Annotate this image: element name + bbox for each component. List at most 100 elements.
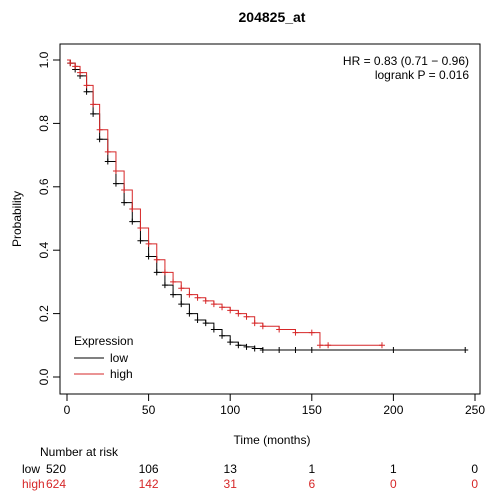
censor-mark-high xyxy=(210,301,217,308)
censor-mark-low xyxy=(186,310,193,317)
risk-value-low: 1 xyxy=(390,462,397,476)
censor-mark-low xyxy=(243,343,250,350)
censor-mark-low xyxy=(235,342,242,349)
risk-table-heading: Number at risk xyxy=(40,445,119,459)
y-tick-label: 0.6 xyxy=(37,178,51,195)
censor-mark-high xyxy=(325,342,332,349)
legend-label-low: low xyxy=(110,351,128,365)
censor-mark-low xyxy=(194,316,201,323)
censor-mark-low xyxy=(259,347,266,354)
risk-value-low: 1 xyxy=(308,462,315,476)
y-axis: 0.0 0.2 0.4 0.6 0.8 1.0 xyxy=(37,51,61,385)
risk-value-high: 0 xyxy=(390,477,397,491)
censor-mark-high xyxy=(137,225,144,232)
censor-mark-high xyxy=(243,313,250,320)
censor-mark-low xyxy=(292,347,299,354)
x-tick-label: 250 xyxy=(465,403,485,417)
risk-value-low: 520 xyxy=(46,462,66,476)
censor-mark-high xyxy=(90,101,97,108)
risk-row-label-high: high xyxy=(22,477,45,491)
censor-mark-high xyxy=(259,323,266,330)
censor-mark-high xyxy=(194,294,201,301)
censor-mark-low xyxy=(178,301,185,308)
censor-mark-low xyxy=(251,345,258,352)
censor-mark-low xyxy=(96,136,103,143)
legend-title: Expression xyxy=(74,334,133,348)
censor-mark-low xyxy=(462,347,469,354)
risk-value-low: 13 xyxy=(224,462,238,476)
censor-mark-high xyxy=(251,320,258,327)
censor-mark-low xyxy=(308,347,315,354)
y-tick-label: 0.0 xyxy=(37,368,51,385)
survival-curve-high xyxy=(67,59,382,346)
censor-mark-low xyxy=(161,282,168,289)
legend: Expression low high xyxy=(74,334,133,381)
censor-mark-low xyxy=(90,110,97,117)
censor-mark-low xyxy=(153,269,160,276)
risk-value-high: 142 xyxy=(139,477,159,491)
legend-label-high: high xyxy=(110,367,133,381)
y-axis-label: Probability xyxy=(10,191,24,247)
censor-mark-high xyxy=(316,342,323,349)
x-tick-label: 150 xyxy=(302,403,322,417)
risk-value-high: 31 xyxy=(224,477,238,491)
censor-mark-low xyxy=(137,237,144,244)
censor-mark-high xyxy=(161,269,168,276)
censor-mark-high xyxy=(276,326,283,333)
censor-mark-high xyxy=(112,167,119,174)
logrank-annotation: logrank P = 0.016 xyxy=(375,68,470,82)
y-tick-label: 0.4 xyxy=(37,242,51,259)
censor-mark-high xyxy=(308,329,315,336)
censor-mark-low xyxy=(276,347,283,354)
censor-mark-high xyxy=(72,63,79,70)
y-tick-label: 0.2 xyxy=(37,305,51,322)
censor-mark-high xyxy=(121,186,128,193)
censor-mark-high xyxy=(378,342,385,349)
censor-mark-low xyxy=(210,326,217,333)
censor-mark-high xyxy=(186,291,193,298)
x-axis-label: Time (months) xyxy=(234,433,311,447)
censor-mark-high xyxy=(292,329,299,336)
x-tick-label: 100 xyxy=(220,403,240,417)
censor-mark-low xyxy=(83,88,90,95)
censor-mark-low xyxy=(170,291,177,298)
censor-mark-high xyxy=(202,297,209,304)
censor-mark-low xyxy=(129,218,136,225)
censor-mark-high xyxy=(77,69,84,76)
censor-mark-high xyxy=(153,256,160,263)
censor-mark-high xyxy=(178,285,185,292)
censor-mark-low xyxy=(202,320,209,327)
censor-mark-low xyxy=(112,180,119,187)
risk-value-high: 6 xyxy=(308,477,315,491)
survival-curve-low xyxy=(67,59,466,351)
censor-mark-low xyxy=(390,347,397,354)
risk-row-label-low: low xyxy=(22,462,40,476)
censor-mark-high xyxy=(104,148,111,155)
y-tick-label: 0.8 xyxy=(37,115,51,132)
censor-mark-high xyxy=(129,205,136,212)
censor-mark-low xyxy=(219,332,226,339)
censor-mark-high xyxy=(67,60,74,67)
censor-mark-high xyxy=(235,310,242,317)
hazard-ratio-annotation: HR = 0.83 (0.71 − 0.96) xyxy=(343,54,469,68)
risk-value-low: 0 xyxy=(471,462,478,476)
survival-curves xyxy=(67,59,469,354)
x-tick-label: 50 xyxy=(142,403,156,417)
censor-mark-low xyxy=(121,199,128,206)
censor-mark-low xyxy=(227,339,234,346)
x-tick-label: 200 xyxy=(383,403,403,417)
x-tick-label: 0 xyxy=(64,403,71,417)
risk-value-high: 624 xyxy=(46,477,66,491)
censor-mark-high xyxy=(170,278,177,285)
risk-value-high: 0 xyxy=(471,477,478,491)
censor-mark-high xyxy=(227,307,234,314)
censor-mark-high xyxy=(145,240,152,247)
chart-title: 204825_at xyxy=(239,9,306,25)
censor-mark-high xyxy=(96,126,103,133)
risk-value-low: 106 xyxy=(139,462,159,476)
censor-mark-high xyxy=(219,304,226,311)
censor-mark-high xyxy=(83,82,90,89)
censor-mark-low xyxy=(145,253,152,260)
